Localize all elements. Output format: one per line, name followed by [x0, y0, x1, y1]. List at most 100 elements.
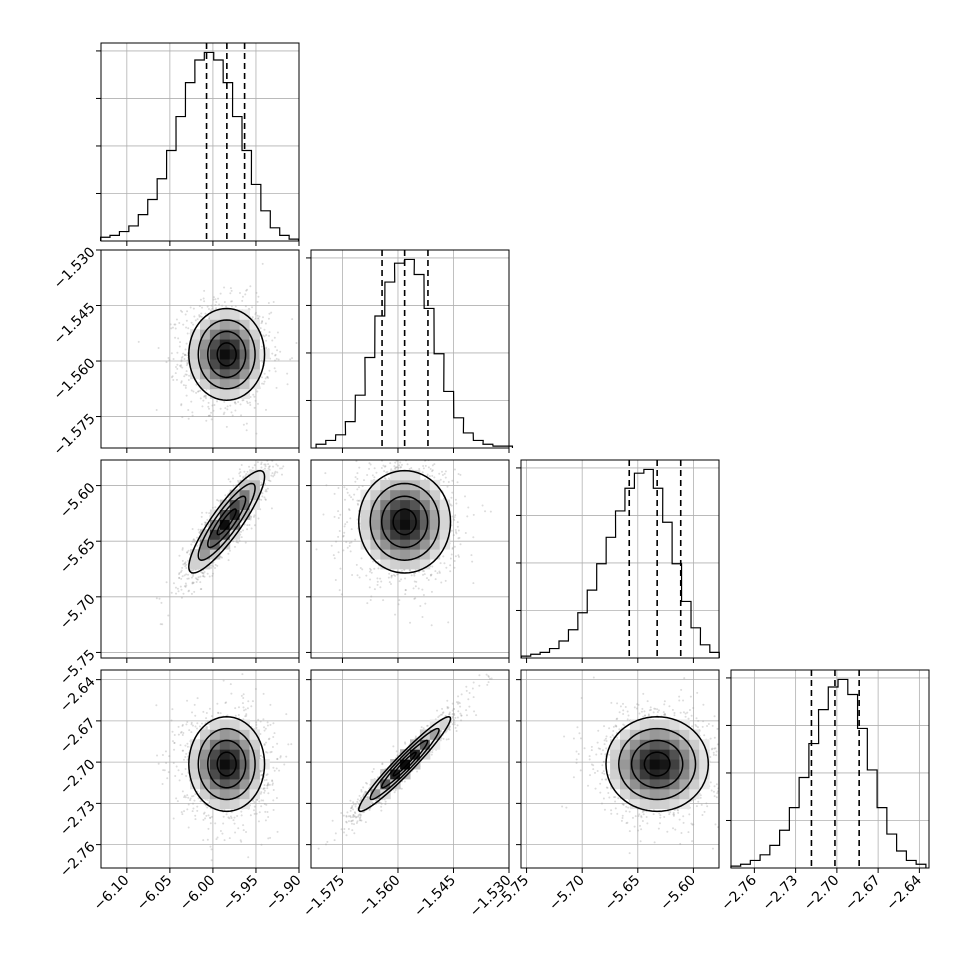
- sample-point: [346, 521, 349, 524]
- sample-point: [181, 355, 184, 358]
- density-cell: [249, 329, 260, 340]
- density-cell: [229, 378, 241, 390]
- sample-point: [194, 577, 197, 580]
- sample-point: [431, 470, 434, 473]
- sample-point: [354, 480, 357, 483]
- sample-point: [275, 463, 278, 466]
- sample-point: [178, 364, 181, 367]
- sample-point: [208, 523, 211, 526]
- sample-point: [276, 471, 279, 474]
- sample-point: [174, 327, 177, 330]
- sample-point: [202, 575, 205, 578]
- density-cell: [380, 539, 391, 550]
- sample-point: [442, 480, 445, 483]
- sample-point: [230, 411, 233, 414]
- sample-point: [333, 557, 336, 560]
- sample-point: [276, 758, 279, 761]
- density-cell: [200, 549, 211, 560]
- sample-point: [245, 400, 248, 403]
- sample-point: [191, 581, 194, 584]
- sample-point: [431, 565, 434, 568]
- sample-point: [190, 389, 193, 392]
- sample-point: [457, 537, 460, 540]
- sample-point: [229, 480, 232, 483]
- sample-point: [191, 582, 194, 585]
- sample-point: [196, 805, 199, 808]
- density-cell: [400, 499, 411, 510]
- sample-point: [137, 340, 140, 343]
- sample-point: [333, 492, 336, 495]
- sample-point: [358, 576, 361, 579]
- sample-point: [261, 769, 264, 772]
- sample-point: [214, 298, 217, 301]
- density-cell: [439, 539, 451, 550]
- density-cell: [219, 349, 231, 360]
- sample-point: [261, 382, 264, 385]
- sample-point: [450, 553, 453, 556]
- density-cell: [209, 509, 221, 520]
- sample-point: [210, 418, 213, 421]
- sample-point: [245, 830, 248, 833]
- sample-point: [449, 564, 452, 567]
- sample-point: [190, 576, 193, 579]
- sample-point: [174, 372, 177, 375]
- panel-frame: [520, 459, 720, 659]
- sample-point: [265, 488, 268, 491]
- density-cell: [209, 349, 221, 360]
- sample-point: [217, 711, 220, 714]
- sample-point: [235, 541, 238, 544]
- sample-point: [282, 465, 285, 468]
- sample-point: [245, 713, 248, 716]
- sample-point: [273, 336, 276, 339]
- sample-point: [212, 298, 215, 301]
- sample-point: [182, 592, 185, 595]
- sample-point: [415, 580, 418, 583]
- sample-point: [239, 839, 242, 842]
- sample-point: [277, 358, 280, 361]
- sample-point: [451, 491, 454, 494]
- sample-point: [194, 793, 197, 796]
- sample-point: [354, 476, 357, 479]
- sample-point: [237, 541, 240, 544]
- density-cell: [410, 499, 421, 510]
- sample-point: [348, 494, 351, 497]
- histogram-steps: [99, 51, 300, 241]
- sample-point: [183, 353, 186, 356]
- sample-point: [481, 504, 484, 507]
- density-cell: [380, 489, 391, 501]
- sample-point: [379, 577, 382, 580]
- sample-point: [358, 466, 361, 469]
- sample-point: [387, 440, 389, 442]
- sample-point: [232, 484, 235, 487]
- sample-point: [404, 593, 407, 596]
- sample-point: [286, 441, 288, 443]
- scatter-panel-1-0: −1.575−1.560−1.545−1.530: [51, 244, 300, 459]
- sample-point: [204, 395, 207, 398]
- sample-point: [248, 401, 251, 404]
- sample-point: [459, 473, 462, 476]
- sample-point: [185, 342, 188, 345]
- sample-point: [202, 818, 205, 821]
- sample-point: [276, 349, 279, 352]
- sample-point: [273, 359, 276, 362]
- sample-point: [245, 289, 248, 292]
- density-cell: [400, 469, 411, 481]
- sample-point: [373, 567, 376, 570]
- sample-point: [181, 547, 184, 550]
- sample-point: [274, 354, 277, 357]
- sample-point: [267, 782, 270, 785]
- sample-point: [237, 481, 240, 484]
- density-cell: [209, 309, 221, 320]
- sample-point: [178, 576, 181, 579]
- sample-point: [430, 624, 433, 627]
- sample-point: [199, 298, 202, 301]
- sample-point: [177, 590, 180, 593]
- sample-point: [400, 441, 402, 443]
- sample-point: [249, 517, 252, 520]
- sample-point: [438, 571, 441, 574]
- sample-point: [187, 549, 190, 552]
- sample-point: [272, 475, 275, 478]
- sample-point: [387, 449, 389, 451]
- sample-point: [262, 787, 265, 790]
